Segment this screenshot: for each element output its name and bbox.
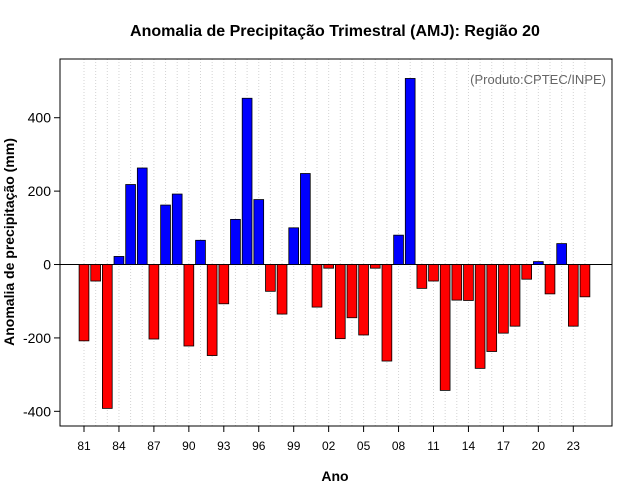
bar-2004 (346, 264, 358, 319)
chart-title: Anomalia de Precipitação Trimestral (AMJ… (130, 23, 540, 40)
bar-2001 (311, 264, 323, 308)
x-tick-label: 81 (77, 439, 91, 453)
bar-2002 (323, 264, 334, 269)
bar-1996 (253, 199, 265, 265)
y-axis: -400 -200 0 200 400 (23, 110, 60, 419)
x-tick-label: 08 (392, 439, 406, 453)
bar-2010 (416, 264, 428, 289)
bar-1984 (113, 256, 125, 265)
x-tick-label: 87 (147, 439, 161, 453)
bar-1987 (148, 264, 160, 340)
y-tick-label: -400 (23, 403, 51, 419)
x-tick-label: 93 (217, 439, 231, 453)
bar-1999 (288, 227, 299, 265)
bar-2007 (381, 264, 393, 362)
x-tick-label: 84 (112, 439, 126, 453)
bar-2024 (579, 264, 591, 298)
bar-2018 (509, 264, 521, 327)
x-axis-label: Ano (321, 468, 348, 484)
bar-1990 (183, 264, 195, 347)
bar-1998 (276, 264, 288, 315)
bar-1997 (265, 264, 276, 292)
bar-2016 (486, 264, 498, 352)
x-tick-label: 99 (287, 439, 301, 453)
bar-1994 (230, 218, 241, 265)
x-tick-label: 23 (567, 439, 581, 453)
bar-1993 (218, 264, 230, 305)
bar-1989 (171, 193, 183, 265)
bar-2012 (439, 264, 451, 391)
vertical-gridlines (83, 59, 586, 426)
y-tick-label: 400 (28, 110, 52, 126)
x-axis: 81 84 87 90 93 96 99 02 05 08 11 14 17 20 23 (77, 426, 580, 453)
plot-frame (59, 58, 613, 427)
bar-1985 (125, 184, 136, 265)
credit-label: (Produto:CPTEC/INPE) (470, 72, 606, 87)
x-tick-label: 02 (322, 439, 336, 453)
bar-1986 (136, 167, 148, 265)
x-tick-label: 90 (182, 439, 196, 453)
bar-series (78, 78, 591, 409)
bar-2023 (568, 264, 579, 327)
x-tick-label: 17 (497, 439, 511, 453)
x-tick-label: 96 (252, 439, 266, 453)
bar-2005 (358, 264, 369, 336)
bar-1995 (241, 97, 253, 265)
y-axis-label: Anomalia de precipitação (mm) (1, 138, 17, 346)
bar-2009 (404, 78, 416, 265)
bar-1983 (102, 264, 113, 409)
bar-1992 (206, 264, 218, 356)
bar-1981 (78, 264, 90, 342)
bar-2022 (556, 243, 567, 265)
y-tick-label: 200 (28, 183, 52, 199)
bar-2019 (521, 264, 532, 280)
bar-2003 (334, 264, 346, 340)
x-tick-label: 20 (532, 439, 546, 453)
bar-2015 (474, 264, 486, 369)
bar-2020 (533, 261, 544, 265)
bar-1988 (160, 204, 171, 265)
bar-2000 (300, 173, 311, 265)
bar-2013 (451, 264, 463, 301)
x-tick-label: 14 (462, 439, 476, 453)
bar-2017 (498, 264, 509, 334)
y-tick-label: -200 (23, 330, 51, 346)
bar-2006 (369, 264, 381, 269)
bar-1982 (90, 264, 101, 282)
x-tick-label: 11 (427, 439, 440, 453)
bar-2011 (428, 264, 439, 282)
y-tick-label: 0 (43, 257, 51, 273)
bar-2008 (393, 234, 404, 265)
bar-1991 (195, 239, 206, 265)
x-tick-label: 05 (357, 439, 371, 453)
bar-2014 (463, 264, 474, 301)
bar-2021 (544, 264, 556, 295)
